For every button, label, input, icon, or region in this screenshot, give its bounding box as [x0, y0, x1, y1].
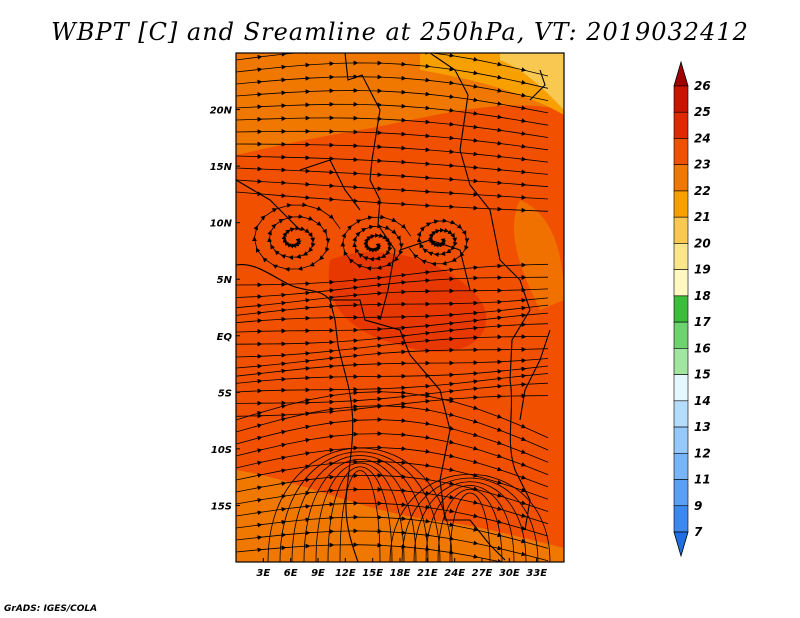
lon-tick-label: 6E: [284, 568, 298, 579]
colorbar-swatch: [673, 269, 689, 297]
lat-tick-label: EQ: [217, 332, 233, 343]
colorbar-label: 23: [694, 158, 711, 172]
colorbar-label: 24: [694, 131, 711, 145]
colorbar-label: 12: [694, 446, 711, 460]
colorbar-swatch: [673, 400, 689, 428]
colorbar-label: 22: [694, 184, 711, 198]
colorbar-label: 14: [694, 394, 711, 408]
colorbar-label: 17: [694, 315, 711, 329]
colorbar-swatch: [673, 348, 689, 375]
streamline: [437, 489, 503, 562]
lat-tick-label: 20N: [210, 106, 233, 117]
colorbar-swatch: [673, 190, 689, 218]
streamline: [291, 455, 429, 562]
colorbar-swatch: [673, 138, 689, 166]
lon-tick-label: 12E: [335, 568, 356, 579]
lon-tick-label: 30E: [499, 568, 520, 579]
colorbar-swatch: [673, 426, 689, 454]
colorbar-label: 26: [694, 79, 711, 93]
colorbar-swatch: [673, 164, 689, 192]
streamline: [252, 202, 341, 272]
map-plot-area: [236, 53, 564, 562]
colorbar-label: 25: [694, 105, 711, 119]
map-title: WBPT [C] and Sreamline at 250hPa, VT: 20…: [51, 18, 749, 46]
streamline: [413, 481, 527, 562]
streamline: [236, 191, 549, 213]
lon-tick-label: 21E: [417, 568, 438, 579]
colorbar-label: 7: [694, 525, 703, 539]
lat-tick-label: 15S: [211, 501, 232, 512]
colorbar-swatch: [673, 85, 689, 113]
streamlines: [236, 53, 551, 562]
streamline: [425, 485, 515, 562]
lat-tick-label: 15N: [210, 162, 233, 173]
colorbar-top-arrow: [673, 60, 689, 87]
streamline: [389, 473, 551, 562]
lon-tick-label: 18E: [390, 568, 411, 579]
colorbar-label: 13: [694, 420, 711, 434]
colorbar-swatch: [673, 216, 689, 244]
streamline: [401, 477, 539, 562]
colorbar-label: 21: [694, 210, 711, 224]
longitude-axis: 3E 6E 9E 12E 15E 18E 21E 24E 27E 30E 33E: [256, 558, 547, 579]
streamline: [267, 447, 453, 562]
grads-credit: GrADS: IGES/COLA: [4, 604, 98, 614]
lon-tick-label: 24E: [444, 568, 465, 579]
streamline: [303, 458, 417, 562]
lat-tick-label: 5N: [217, 275, 233, 286]
colorbar-label: 19: [694, 263, 711, 277]
colorbar-swatch: [673, 321, 689, 349]
streamline: [340, 214, 412, 271]
colorbar-label: 20: [694, 236, 711, 250]
lat-tick-label: 5S: [218, 388, 232, 399]
colorbar-swatch: [673, 505, 689, 533]
wbpt-shading-core-east: [513, 200, 564, 310]
colorbar-swatch: [673, 452, 689, 480]
streamline: [339, 470, 381, 562]
lon-tick-label: 9E: [311, 568, 325, 579]
colorbar-swatch: [673, 111, 689, 139]
lon-tick-label: 3E: [256, 568, 270, 579]
colorbar-swatch: [673, 295, 689, 323]
colorbar-swatch: [673, 479, 689, 507]
streamline: [408, 218, 470, 267]
colorbar-swatch: [673, 374, 689, 402]
colorbar-label: 18: [694, 289, 711, 303]
streamline: [449, 492, 491, 562]
lat-tick-label: 10S: [211, 445, 232, 456]
colorbar-bottom-arrow: [673, 531, 689, 558]
lon-tick-label: 33E: [526, 568, 547, 579]
colorbar-label: 15: [694, 368, 711, 382]
colorbar-label: 16: [694, 341, 711, 355]
colorbar-label: 9: [694, 499, 702, 513]
streamline: [327, 466, 393, 562]
lon-tick-label: 27E: [472, 568, 493, 579]
colorbar-swatch: [673, 243, 689, 270]
country-borders: [236, 53, 551, 562]
lat-tick-label: 10N: [210, 219, 233, 230]
streamline: [279, 451, 441, 562]
lon-tick-label: 15E: [362, 568, 383, 579]
latitude-axis: 20N 15N 10N 5N EQ 5S 10S 15S: [210, 106, 240, 512]
colorbar-label: 11: [694, 473, 711, 487]
colorbar: 7 9 11 12 13 14 15 16 17 18 19 20 21 22 23 24 25 26: [673, 60, 711, 558]
